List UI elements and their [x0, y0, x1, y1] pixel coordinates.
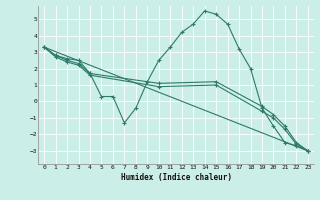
X-axis label: Humidex (Indice chaleur): Humidex (Indice chaleur): [121, 173, 231, 182]
